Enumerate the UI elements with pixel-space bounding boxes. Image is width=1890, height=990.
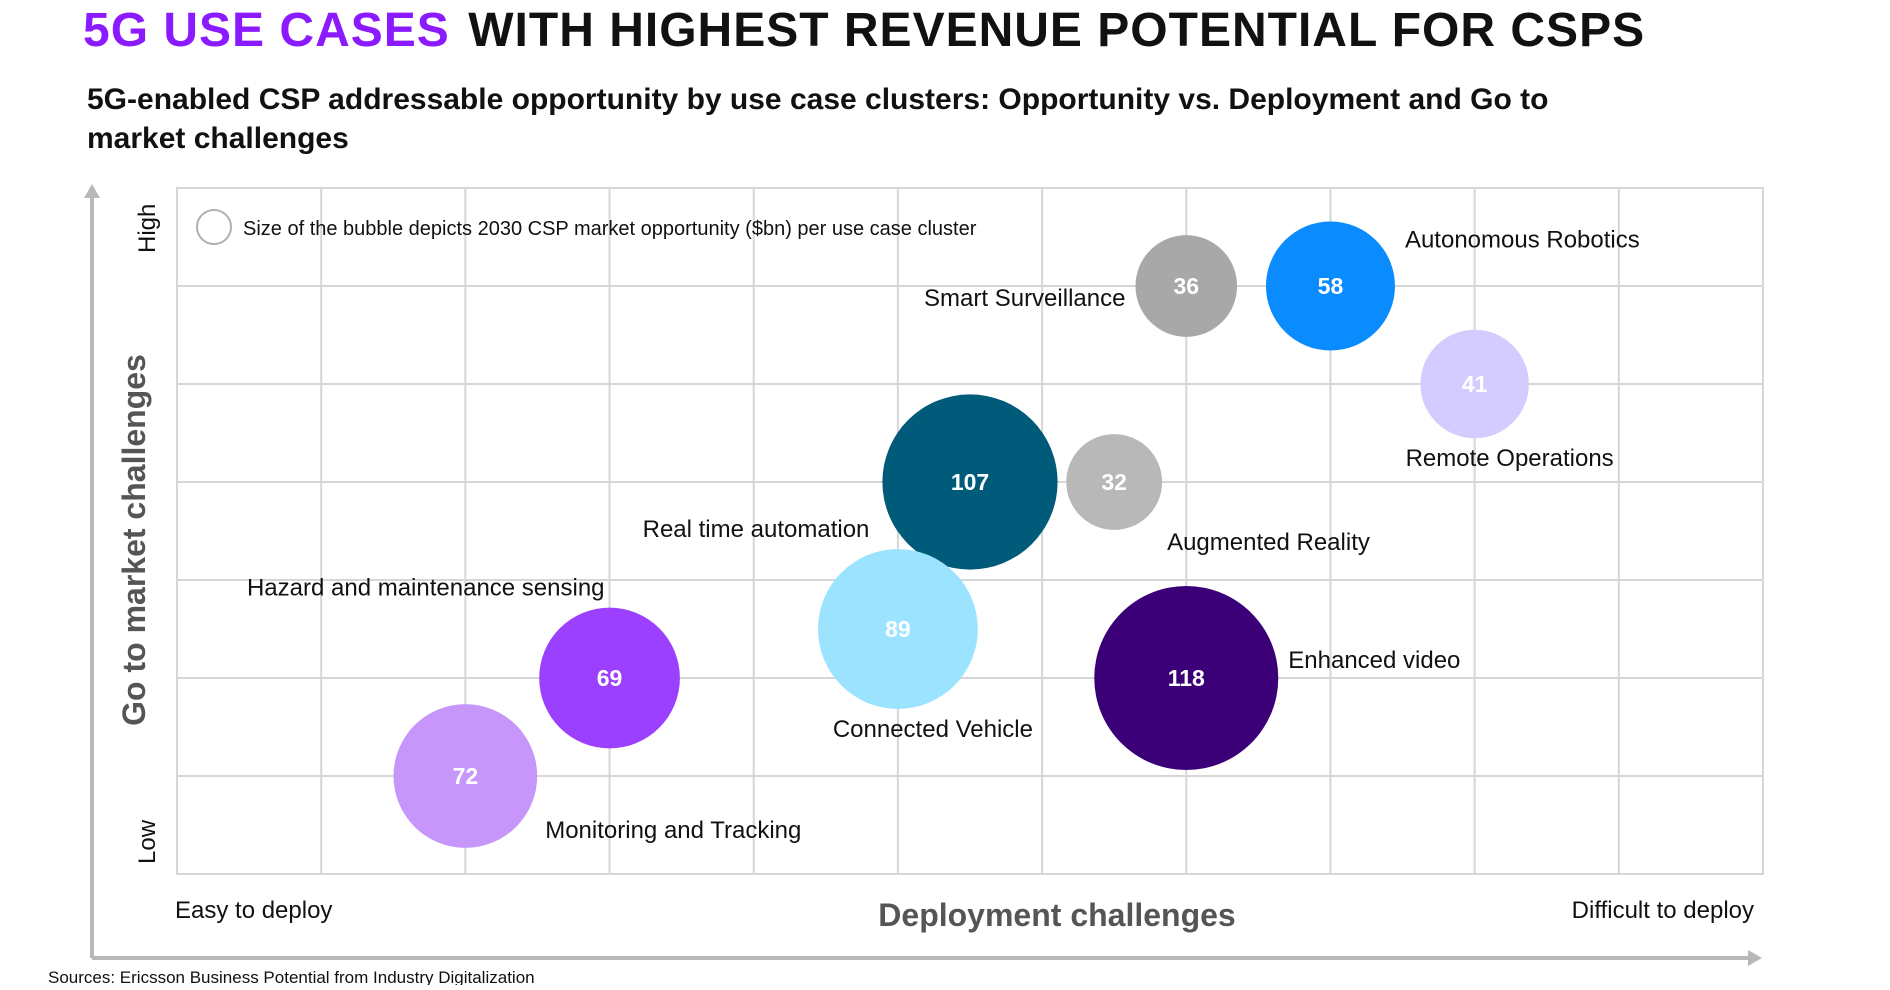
source-note: Sources: Ericsson Business Potential fro… (48, 968, 535, 985)
bubble-size-legend-icon (196, 209, 232, 245)
bubble-size-note: Size of the bubble depicts 2030 CSP mark… (196, 209, 977, 245)
bubble-layer: 58 Autonomous Robotics 36 Smart Surveillanc… (247, 221, 1640, 848)
bubble-value-label: 69 (597, 665, 623, 691)
y-axis-arrowhead (84, 184, 100, 198)
bubble-monitoring-and-tracking: 72 Monitoring and Tracking (393, 704, 801, 848)
bubble-name-label: Real time automation (643, 516, 870, 543)
bubble-circle (1066, 434, 1163, 530)
y-axis-title: Go to market challenges (116, 354, 152, 726)
bubble-circle (818, 549, 978, 709)
bubble-value-label: 41 (1462, 371, 1488, 397)
bubble-name-label: Smart Surveillance (924, 285, 1125, 312)
bubble-hazard-and-maintenance-sensing: 69 Hazard and maintenance sensing (247, 575, 680, 749)
bubble-value-label: 72 (453, 763, 479, 789)
chart-subtitle-line-2: market challenges (87, 122, 349, 155)
bubble-circle (1094, 586, 1279, 770)
x-axis-high-label: Difficult to deploy (1572, 897, 1754, 924)
y-axis-high-label: High (134, 204, 161, 253)
bubble-circle (882, 394, 1058, 570)
y-axis-low-label: Low (134, 819, 161, 864)
chart-subtitle-line-1: 5G-enabled CSP addressable opportunity b… (87, 83, 1548, 116)
bubble-name-label: Autonomous Robotics (1405, 226, 1640, 253)
page-title-accent: 5G USE CASES (83, 4, 450, 57)
bubble-circle (1420, 329, 1529, 439)
page-title: 5G USE CASES WITH HIGHEST REVENUE POTENT… (83, 4, 1645, 57)
bubble-connected-vehicle: 89 Connected Vehicle (818, 549, 1033, 743)
bubble-value-label: 118 (1168, 665, 1205, 691)
axes (84, 184, 1762, 966)
bubble-name-label: Enhanced video (1288, 647, 1460, 674)
bubble-circle (1265, 221, 1395, 351)
bubble-value-label: 58 (1318, 273, 1344, 299)
bubble-real-time-automation: 107 Real time automation (643, 394, 1058, 570)
bubble-size-note-text: Size of the bubble depicts 2030 CSP mark… (243, 218, 977, 240)
page-title-rest: WITH HIGHEST REVENUE POTENTIAL FOR CSPS (468, 4, 1645, 57)
bubble-augmented-reality: 32 Augmented Reality (1066, 434, 1370, 556)
bubble-autonomous-robotics: 58 Autonomous Robotics (1265, 221, 1640, 351)
plot-frame (176, 187, 1764, 875)
bubble-remote-operations: 41 Remote Operations (1406, 329, 1614, 472)
x-axis-low-label: Easy to deploy (175, 897, 332, 924)
bubble-name-label: Connected Vehicle (833, 716, 1033, 743)
bubble-smart-surveillance: 36 Smart Surveillance (924, 235, 1238, 337)
bubble-name-label: Hazard and maintenance sensing (247, 575, 605, 602)
bubble-value-label: 36 (1173, 273, 1199, 299)
bubble-circle (393, 704, 538, 848)
bubble-enhanced-video: 118 Enhanced video (1094, 586, 1460, 770)
bubble-value-label: 32 (1101, 469, 1127, 495)
x-axis-arrowhead (1748, 950, 1762, 966)
bubble-circle (539, 607, 680, 749)
bubble-name-label: Monitoring and Tracking (545, 817, 801, 844)
bubble-name-label: Augmented Reality (1167, 529, 1370, 556)
bubble-value-label: 89 (885, 616, 911, 642)
bubble-name-label: Remote Operations (1406, 445, 1614, 472)
x-axis-title: Deployment challenges (878, 897, 1235, 933)
bubble-value-label: 107 (951, 469, 989, 495)
bubble-circle (1135, 235, 1238, 337)
